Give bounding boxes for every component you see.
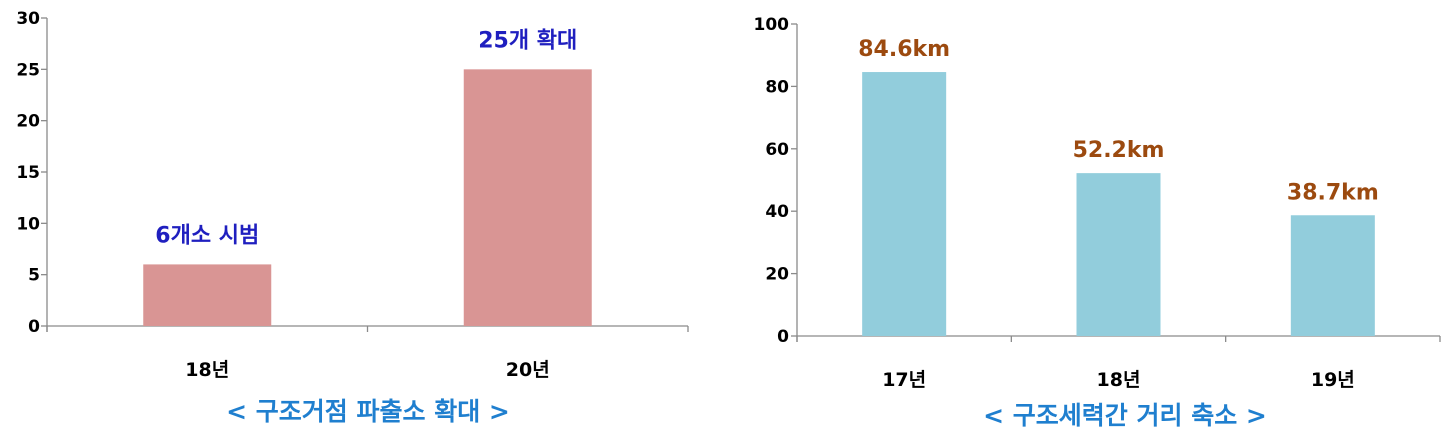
y-tick-label: 5 xyxy=(28,266,40,286)
bar xyxy=(463,69,592,326)
data-label: 25개 확대 xyxy=(478,28,577,53)
y-tick-label: 30 xyxy=(16,9,40,29)
bar xyxy=(862,72,947,336)
y-tick-label: 10 xyxy=(16,214,40,234)
y-tick-label: 80 xyxy=(765,77,789,97)
y-tick-label: 40 xyxy=(765,202,789,222)
y-tick-label: 25 xyxy=(16,60,40,80)
x-category-label: 18년 xyxy=(185,359,229,381)
chart-caption: < 구조세력간 거리 축소 > xyxy=(983,401,1267,430)
y-tick-label: 20 xyxy=(765,265,789,285)
chart-rescue-base-expansion: 0 5 10 15 20 25 30 6개소 시범 18년 25개 확대 20년 < 구조거점 파출소… xyxy=(16,9,689,426)
data-label: 84.6km xyxy=(858,37,950,62)
x-category-label: 17년 xyxy=(882,369,926,391)
y-tick-label: 0 xyxy=(28,317,40,337)
data-label: 38.7km xyxy=(1287,180,1379,205)
y-tick-label: 20 xyxy=(16,112,40,132)
x-category-label: 20년 xyxy=(506,359,550,381)
bar xyxy=(143,264,272,326)
y-tick-label: 0 xyxy=(777,327,789,347)
bar xyxy=(1076,173,1161,336)
bar xyxy=(1290,215,1375,336)
chart-caption: < 구조거점 파출소 확대 > xyxy=(226,397,510,426)
x-category-label: 19년 xyxy=(1311,369,1355,391)
data-label: 6개소 시범 xyxy=(155,223,259,248)
data-label: 52.2km xyxy=(1073,138,1165,163)
x-category-label: 18년 xyxy=(1097,369,1141,391)
y-tick-label: 15 xyxy=(16,163,40,183)
chart-rescue-distance-reduction: 0 20 40 60 80 100 84.6km 17년 52.2km 18년 38.7km 19년 <… xyxy=(754,15,1441,430)
y-tick-label: 60 xyxy=(765,140,789,160)
y-tick-label: 100 xyxy=(754,15,790,35)
